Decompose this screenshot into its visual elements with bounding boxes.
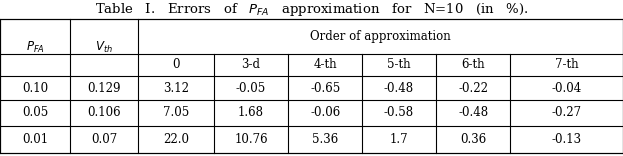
Text: 7.05: 7.05 <box>163 107 189 119</box>
Text: -0.22: -0.22 <box>458 81 488 95</box>
Text: 5.36: 5.36 <box>312 133 338 146</box>
Text: 6-th: 6-th <box>462 58 485 71</box>
Text: 10.76: 10.76 <box>234 133 268 146</box>
Text: -0.04: -0.04 <box>551 81 582 95</box>
Text: 0.01: 0.01 <box>22 133 48 146</box>
Text: 0.36: 0.36 <box>460 133 487 146</box>
Text: $P_{FA}$: $P_{FA}$ <box>26 40 45 55</box>
Text: 5-th: 5-th <box>388 58 411 71</box>
Text: -0.48: -0.48 <box>458 107 488 119</box>
Text: Order of approximation: Order of approximation <box>310 30 451 43</box>
Bar <box>0 19 623 153</box>
Text: 0: 0 <box>172 58 180 71</box>
Text: -0.05: -0.05 <box>236 81 266 95</box>
Text: $V_{th}$: $V_{th}$ <box>95 40 113 55</box>
Text: Table   I.   Errors   of   $P_{FA}$   approximation   for   N=10   (in   %).: Table I. Errors of $P_{FA}$ approximatio… <box>95 0 528 17</box>
Text: 1.7: 1.7 <box>390 133 408 146</box>
Text: 1.68: 1.68 <box>238 107 264 119</box>
Text: 4-th: 4-th <box>313 58 337 71</box>
Text: 3.12: 3.12 <box>163 81 189 95</box>
Text: -0.13: -0.13 <box>551 133 582 146</box>
Text: 0.129: 0.129 <box>88 81 121 95</box>
Text: 0.07: 0.07 <box>91 133 118 146</box>
Text: -0.65: -0.65 <box>310 81 340 95</box>
Text: 7-th: 7-th <box>555 58 578 71</box>
Text: -0.48: -0.48 <box>384 81 414 95</box>
Text: 0.10: 0.10 <box>22 81 48 95</box>
Text: 3-d: 3-d <box>242 58 260 71</box>
Text: -0.27: -0.27 <box>551 107 582 119</box>
Text: -0.06: -0.06 <box>310 107 340 119</box>
Text: 22.0: 22.0 <box>163 133 189 146</box>
Text: 0.106: 0.106 <box>88 107 121 119</box>
Text: -0.58: -0.58 <box>384 107 414 119</box>
Text: 0.05: 0.05 <box>22 107 49 119</box>
